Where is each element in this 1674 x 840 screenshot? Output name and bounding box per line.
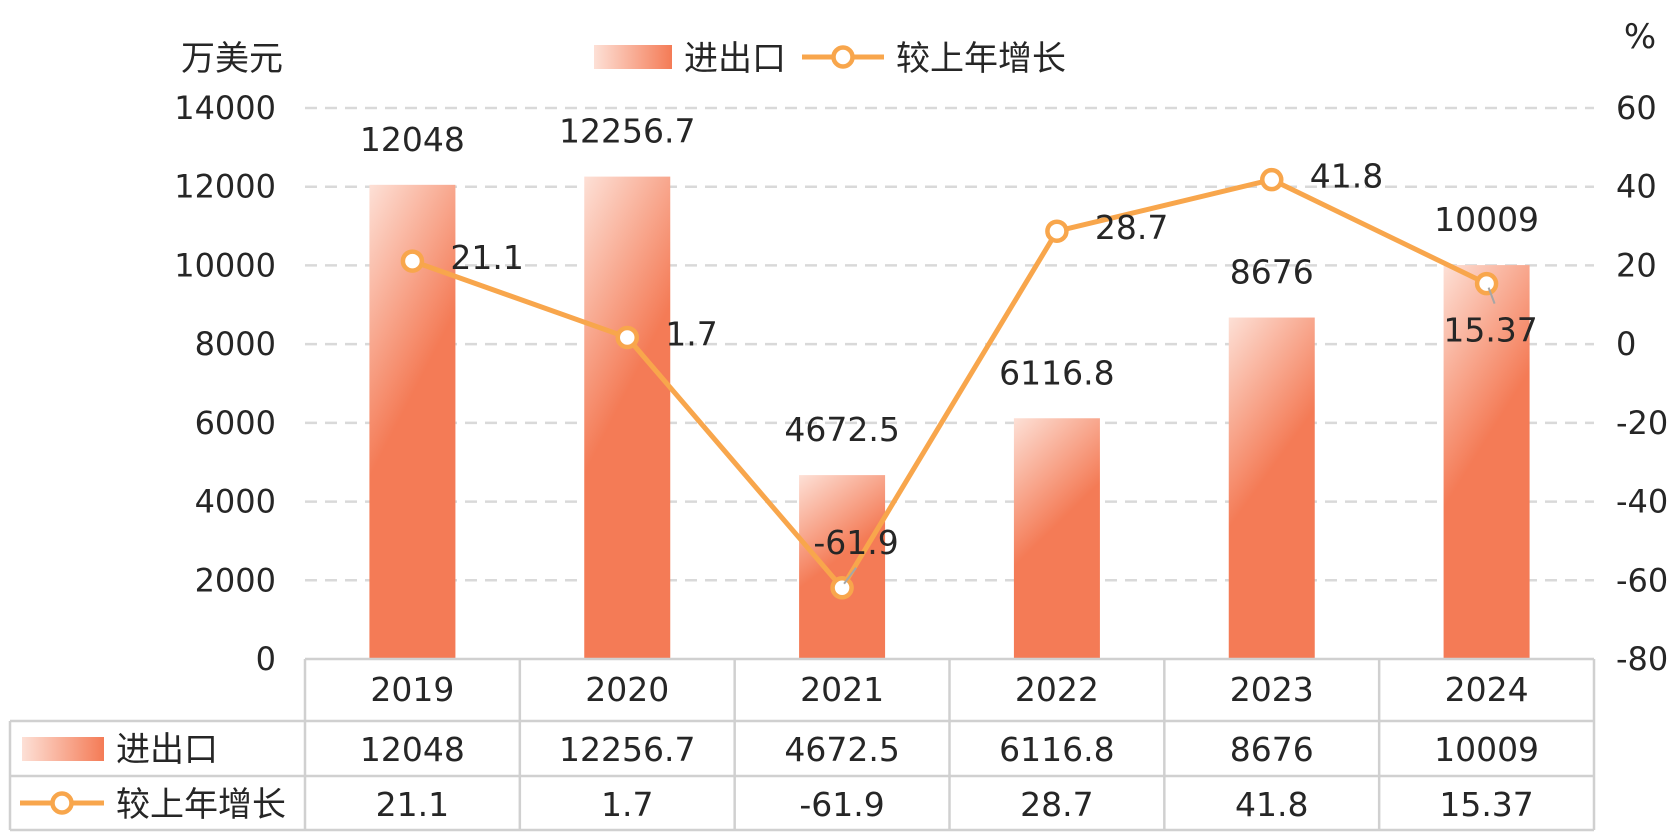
bar-value-label: 12048	[360, 120, 465, 159]
table-cell: -61.9	[799, 785, 884, 824]
y-left-tick-label: 8000	[195, 325, 276, 363]
growth-marker-2022	[1045, 219, 1069, 243]
table-cell: 1.7	[601, 785, 653, 824]
bar-value-label: 6116.8	[999, 353, 1114, 392]
y-right-tick-label: -60	[1616, 561, 1668, 599]
y-right-tick-label: -80	[1616, 640, 1668, 678]
legend-bar-label: 进出口	[684, 39, 786, 79]
table-bar-swatch	[22, 737, 104, 761]
y-right-tick-label: 40	[1616, 168, 1657, 206]
line-value-label: 15.37	[1443, 311, 1537, 350]
label-leader-line	[1487, 287, 1496, 305]
table-category-label: 2020	[585, 670, 669, 709]
growth-line	[411, 177, 1488, 591]
data-table: 2019 2020 2021 2022 2023 2024 进出口 12048 12256.7 4…	[8, 657, 1596, 832]
table-category-label: 2022	[1015, 670, 1099, 709]
table-cell: 21.1	[376, 785, 449, 824]
bar-value-label: 10009	[1434, 200, 1539, 239]
table-cell: 6116.8	[999, 730, 1114, 769]
growth-marker-2024	[1474, 271, 1499, 296]
bar-2022	[1013, 418, 1100, 659]
growth-marker-2020	[615, 325, 639, 350]
legend-line-label: 较上年增长	[896, 39, 1066, 79]
line-value-label: 21.1	[450, 238, 523, 277]
table-category-label: 2023	[1230, 670, 1314, 709]
y-right-unit-label: %	[1624, 17, 1656, 57]
table-category-label: 2024	[1445, 670, 1529, 709]
y-left-tick-label: 4000	[195, 483, 276, 521]
table-cell: 28.7	[1020, 785, 1093, 824]
line-value-label: 1.7	[665, 314, 717, 353]
bars-series	[369, 176, 1530, 660]
y-left-tick-label: 0	[256, 640, 276, 678]
table-line-marker	[50, 791, 74, 815]
table-row-label: 进出口	[116, 730, 218, 770]
legend-bar-swatch	[594, 45, 672, 69]
y-right-tick-label: -40	[1616, 483, 1668, 521]
legend: 进出口 较上年增长	[594, 39, 1066, 79]
y-left-tick-label: 6000	[195, 404, 276, 442]
bar-2024	[1443, 265, 1530, 659]
table-category-label: 2019	[370, 670, 454, 709]
table-cell: 15.37	[1439, 785, 1533, 824]
y-right-tick-label: 0	[1616, 325, 1636, 363]
gridlines	[305, 106, 1594, 582]
line-series	[400, 167, 1499, 600]
axes: 14000 60 12000 40 10000 20 8000 0 6000 -20 4000 -40…	[174, 17, 1668, 678]
line-value-label: 41.8	[1310, 157, 1383, 196]
table-cell: 41.8	[1235, 785, 1308, 824]
bar-value-label: 12256.7	[559, 112, 695, 151]
y-left-tick-label: 12000	[174, 168, 276, 206]
growth-marker-2021	[830, 576, 854, 600]
y-left-tick-label: 14000	[174, 89, 276, 127]
bar-value-label: 8676	[1230, 253, 1314, 292]
bar-2021	[799, 475, 886, 659]
bar-2020	[584, 176, 671, 659]
growth-marker-2019	[400, 249, 425, 273]
y-right-tick-label: 60	[1616, 89, 1657, 127]
y-right-tick-label: -20	[1616, 404, 1668, 442]
y-right-tick-label: 20	[1616, 246, 1657, 284]
bar-value-label: 4672.5	[784, 410, 899, 449]
table-row-label: 较上年增长	[116, 785, 286, 825]
data-labels: 12048 12256.7 4672.5 6116.8 8676 10009 21.1 1.7…	[360, 112, 1539, 585]
growth-marker-2023	[1260, 167, 1284, 192]
line-value-label: -61.9	[813, 523, 898, 562]
bar-2023	[1228, 317, 1315, 659]
table-cell: 12048	[360, 730, 465, 769]
line-value-label: 28.7	[1095, 208, 1168, 247]
table-cell: 4672.5	[784, 730, 899, 769]
table-category-label: 2021	[800, 670, 884, 709]
table-cell: 8676	[1230, 730, 1314, 769]
y-left-tick-label: 2000	[195, 561, 276, 599]
y-left-unit-label: 万美元	[181, 39, 283, 79]
label-leader-line	[843, 567, 857, 585]
y-left-tick-label: 10000	[174, 246, 276, 284]
table-cell: 12256.7	[559, 730, 695, 769]
table-cell: 10009	[1434, 730, 1539, 769]
legend-line-marker	[831, 45, 855, 69]
